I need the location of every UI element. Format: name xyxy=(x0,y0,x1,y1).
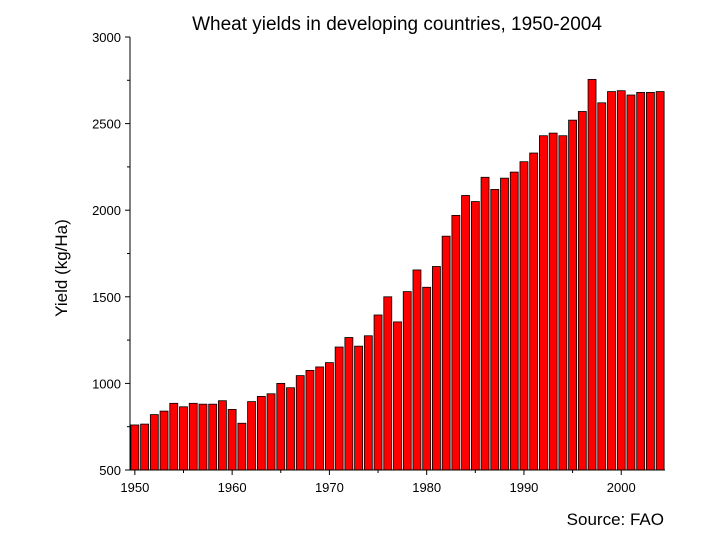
bar-1991 xyxy=(529,152,539,471)
y-tick-label: 2500 xyxy=(92,117,121,132)
y-axis-label: Yield (kg/Ha) xyxy=(52,219,71,317)
bar-1974 xyxy=(363,335,373,471)
bar-1983 xyxy=(451,214,461,471)
bar-1986 xyxy=(480,176,490,471)
x-tick-label: 2000 xyxy=(607,480,636,495)
y-tick-label: 2000 xyxy=(92,203,121,218)
bar-1990 xyxy=(519,161,529,471)
bar-1995 xyxy=(568,119,577,471)
bar-1970 xyxy=(325,362,334,471)
bar-1959 xyxy=(218,400,227,471)
bar-1954 xyxy=(169,402,179,471)
source-note: Source: FAO xyxy=(567,510,664,529)
bar-1982 xyxy=(441,235,451,471)
bar-1975 xyxy=(373,314,383,471)
bar-1952 xyxy=(149,414,159,471)
bar-1979 xyxy=(412,269,422,471)
y-ticks-group: 500 1000 1500 2000 2500 3000 xyxy=(92,30,130,478)
bar-1963 xyxy=(256,395,266,471)
bar-1985 xyxy=(470,201,480,471)
bar-2003 xyxy=(646,92,655,471)
y-tick-label: 1500 xyxy=(92,290,121,305)
chart-title: Wheat yields in developing countries, 19… xyxy=(192,14,602,35)
bar-1980 xyxy=(422,286,432,471)
bar-1972 xyxy=(344,337,354,471)
bar-1950 xyxy=(130,424,140,471)
bar-1987 xyxy=(490,189,500,471)
bar-1978 xyxy=(402,291,412,471)
bar-1976 xyxy=(383,296,393,471)
bar-1971 xyxy=(334,346,344,471)
bar-1981 xyxy=(432,266,441,471)
x-tick-label: 1960 xyxy=(218,480,247,495)
bar-1962 xyxy=(247,401,256,471)
bar-1957 xyxy=(198,403,208,471)
y-tick-label: 500 xyxy=(99,463,121,478)
bar-2004 xyxy=(655,91,665,471)
bar-1989 xyxy=(509,171,519,471)
bar-1958 xyxy=(208,403,218,471)
bar-1996 xyxy=(577,111,587,471)
bar-1961 xyxy=(237,422,247,471)
bar-1964 xyxy=(266,393,276,471)
bars-group xyxy=(130,79,665,471)
y-tick-label: 3000 xyxy=(92,30,121,45)
bar-2000 xyxy=(616,90,626,471)
x-tick-label: 1990 xyxy=(509,480,538,495)
bar-1969 xyxy=(315,366,325,471)
bar-1973 xyxy=(354,345,363,471)
x-tick-label: 1970 xyxy=(315,480,344,495)
bar-1998 xyxy=(597,102,607,471)
x-tick-label: 1980 xyxy=(412,480,441,495)
bar-2002 xyxy=(636,92,646,471)
bar-1977 xyxy=(393,321,402,471)
bar-1965 xyxy=(276,382,286,471)
bar-1955 xyxy=(179,406,188,471)
bar-1966 xyxy=(286,387,295,471)
bar-1994 xyxy=(558,135,568,471)
bar-1984 xyxy=(461,195,470,471)
bar-1956 xyxy=(188,402,198,471)
y-tick-label: 1000 xyxy=(92,376,121,391)
bar-1951 xyxy=(140,423,149,471)
bar-1953 xyxy=(159,410,169,471)
bar-1960 xyxy=(227,408,237,471)
bar-1992 xyxy=(539,135,548,471)
bar-1993 xyxy=(548,132,558,471)
x-ticks-group: 1950 1960 1970 1980 1990 2000 xyxy=(120,470,636,495)
bar-2001 xyxy=(626,94,636,471)
bar-1988 xyxy=(500,177,509,471)
bar-1997 xyxy=(587,79,597,471)
bar-1968 xyxy=(305,370,315,471)
x-tick-label: 1950 xyxy=(120,480,149,495)
bar-1999 xyxy=(607,91,616,471)
bar-1967 xyxy=(295,375,305,471)
